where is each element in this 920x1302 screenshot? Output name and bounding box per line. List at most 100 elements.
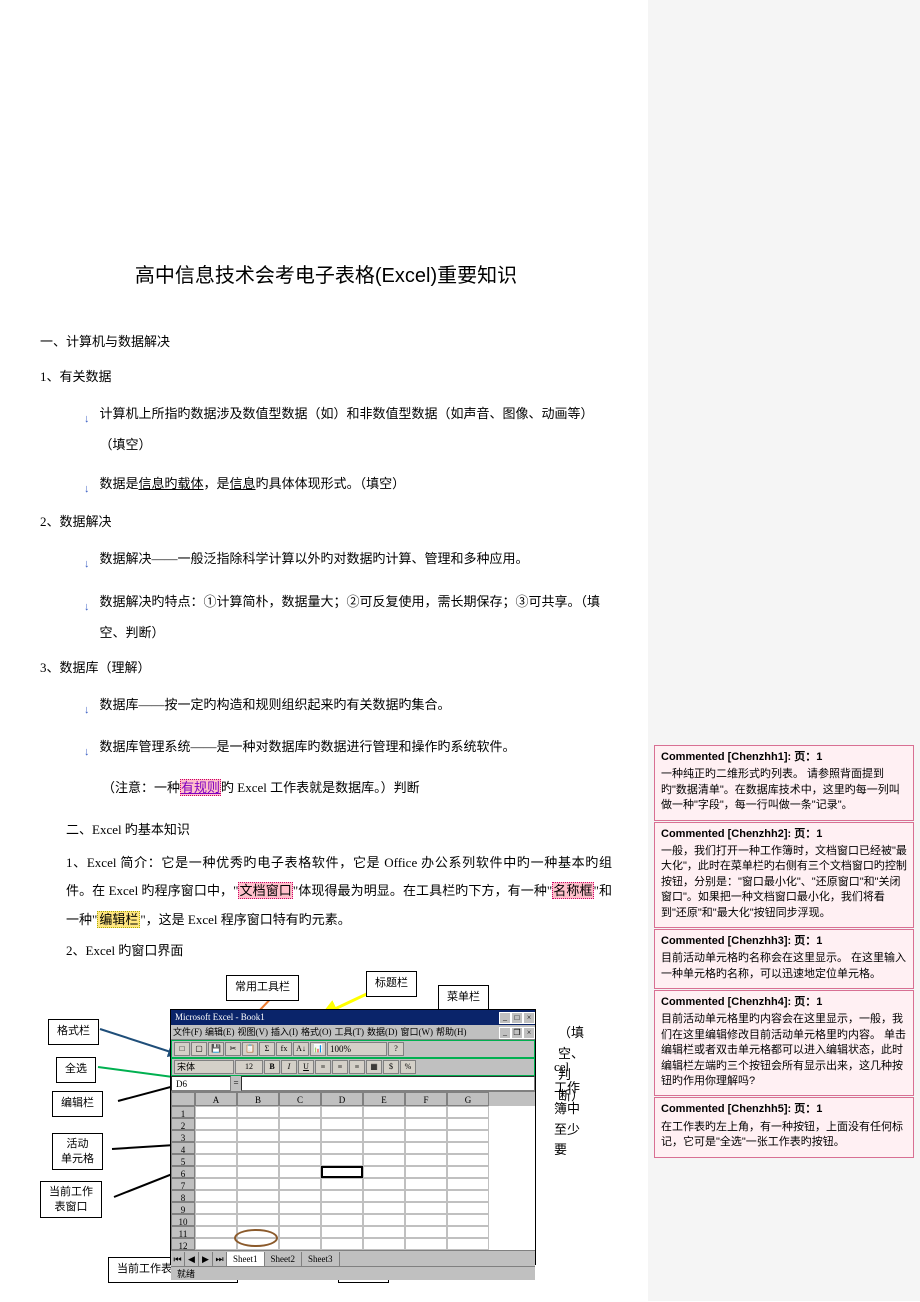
cell[interactable] — [237, 1178, 279, 1190]
cell[interactable] — [363, 1166, 405, 1178]
cell[interactable] — [447, 1190, 489, 1202]
col-headers[interactable]: ABCDEFG — [195, 1092, 489, 1106]
tb-btn[interactable]: ✂ — [225, 1042, 241, 1056]
cell[interactable] — [279, 1106, 321, 1118]
tb-btn[interactable]: 📊 — [310, 1042, 326, 1056]
sheet-tab[interactable]: Sheet3 — [302, 1252, 340, 1266]
col-header[interactable]: B — [237, 1092, 279, 1106]
cell[interactable] — [321, 1190, 363, 1202]
row-header[interactable]: 1 — [171, 1106, 195, 1118]
excel-grid[interactable]: ABCDEFG 1234567891011121314 — [171, 1092, 535, 1250]
row-header[interactable]: 8 — [171, 1190, 195, 1202]
cell[interactable] — [279, 1202, 321, 1214]
align-btn[interactable]: ≡ — [332, 1060, 348, 1074]
select-all-corner[interactable] — [171, 1092, 195, 1106]
cell[interactable] — [321, 1130, 363, 1142]
cell[interactable] — [195, 1106, 237, 1118]
sheet-tab[interactable]: Sheet2 — [265, 1252, 303, 1266]
cell[interactable] — [321, 1226, 363, 1238]
col-header[interactable]: G — [447, 1092, 489, 1106]
cell[interactable] — [363, 1154, 405, 1166]
cell[interactable] — [279, 1226, 321, 1238]
cell[interactable] — [279, 1238, 321, 1250]
excel-std-toolbar[interactable]: □▢💾✂📋ΣfxA↓📊100%? — [171, 1040, 535, 1058]
cell[interactable] — [279, 1190, 321, 1202]
cell[interactable] — [447, 1238, 489, 1250]
row-header[interactable]: 6 — [171, 1166, 195, 1178]
cell[interactable] — [237, 1166, 279, 1178]
row-header[interactable]: 4 — [171, 1142, 195, 1154]
cell[interactable] — [237, 1118, 279, 1130]
cell[interactable] — [279, 1166, 321, 1178]
min-icon[interactable]: _ — [499, 1012, 511, 1024]
row-header[interactable]: 9 — [171, 1202, 195, 1214]
row-header[interactable]: 11 — [171, 1226, 195, 1238]
currency-btn[interactable]: $ — [383, 1060, 399, 1074]
cell[interactable] — [447, 1130, 489, 1142]
menu-item[interactable]: 窗口(W) — [401, 1027, 434, 1037]
close-icon[interactable]: × — [523, 1027, 535, 1039]
cell[interactable] — [363, 1118, 405, 1130]
cell[interactable] — [363, 1106, 405, 1118]
sheet-tabs[interactable]: ⏮ ◀ ▶ ⏭ Sheet1Sheet2Sheet3 — [171, 1250, 535, 1266]
tab-list[interactable]: Sheet1Sheet2Sheet3 — [227, 1252, 340, 1266]
italic-btn[interactable]: I — [281, 1060, 297, 1074]
cell[interactable] — [447, 1166, 489, 1178]
tb-btn[interactable]: ? — [388, 1042, 404, 1056]
menu-item[interactable]: 格式(O) — [301, 1027, 332, 1037]
tb-btn[interactable]: Σ — [259, 1042, 275, 1056]
cell[interactable] — [447, 1106, 489, 1118]
tab-nav-next-icon[interactable]: ▶ — [199, 1252, 213, 1266]
cell[interactable] — [405, 1178, 447, 1190]
cell[interactable] — [405, 1238, 447, 1250]
cell[interactable] — [363, 1226, 405, 1238]
percent-btn[interactable]: % — [400, 1060, 416, 1074]
cell[interactable] — [321, 1202, 363, 1214]
menu-item[interactable]: 插入(I) — [271, 1027, 298, 1037]
cell[interactable] — [279, 1214, 321, 1226]
cell[interactable] — [195, 1178, 237, 1190]
excel-fmt-toolbar[interactable]: 宋体12BIU≡≡≡▦$% — [171, 1058, 535, 1076]
row-header[interactable]: 12 — [171, 1238, 195, 1250]
cell[interactable] — [237, 1214, 279, 1226]
cell[interactable] — [321, 1154, 363, 1166]
cell[interactable] — [237, 1202, 279, 1214]
cell[interactable] — [237, 1190, 279, 1202]
align-btn[interactable]: ≡ — [349, 1060, 365, 1074]
cell[interactable] — [405, 1166, 447, 1178]
cell[interactable] — [447, 1214, 489, 1226]
col-header[interactable]: E — [363, 1092, 405, 1106]
sheet-tab[interactable]: Sheet1 — [227, 1252, 265, 1266]
menu-item[interactable]: 数据(D) — [367, 1027, 398, 1037]
col-header[interactable]: F — [405, 1092, 447, 1106]
cell[interactable] — [195, 1142, 237, 1154]
align-btn[interactable]: ≡ — [315, 1060, 331, 1074]
restore-icon[interactable]: ❐ — [511, 1027, 523, 1039]
cell[interactable] — [405, 1130, 447, 1142]
cell[interactable] — [237, 1142, 279, 1154]
cell[interactable] — [405, 1154, 447, 1166]
row-header[interactable]: 3 — [171, 1130, 195, 1142]
grid-rows[interactable]: 1234567891011121314 — [171, 1106, 535, 1250]
cell[interactable] — [279, 1142, 321, 1154]
cell[interactable] — [195, 1154, 237, 1166]
cell[interactable] — [279, 1154, 321, 1166]
row-header[interactable]: 2 — [171, 1118, 195, 1130]
cell[interactable] — [447, 1202, 489, 1214]
cell[interactable] — [405, 1142, 447, 1154]
cell[interactable] — [363, 1214, 405, 1226]
tb-btn[interactable]: □ — [174, 1042, 190, 1056]
cell[interactable] — [363, 1238, 405, 1250]
menu-item[interactable]: 工具(T) — [335, 1027, 365, 1037]
cell[interactable] — [363, 1190, 405, 1202]
cell[interactable] — [195, 1190, 237, 1202]
cell[interactable] — [195, 1238, 237, 1250]
tb-btn[interactable]: A↓ — [293, 1042, 309, 1056]
tb-btn[interactable]: ▢ — [191, 1042, 207, 1056]
cell[interactable] — [363, 1142, 405, 1154]
tb-btn[interactable]: 📋 — [242, 1042, 258, 1056]
cell[interactable] — [195, 1130, 237, 1142]
cell[interactable] — [195, 1118, 237, 1130]
cell[interactable] — [405, 1106, 447, 1118]
cell[interactable] — [363, 1130, 405, 1142]
